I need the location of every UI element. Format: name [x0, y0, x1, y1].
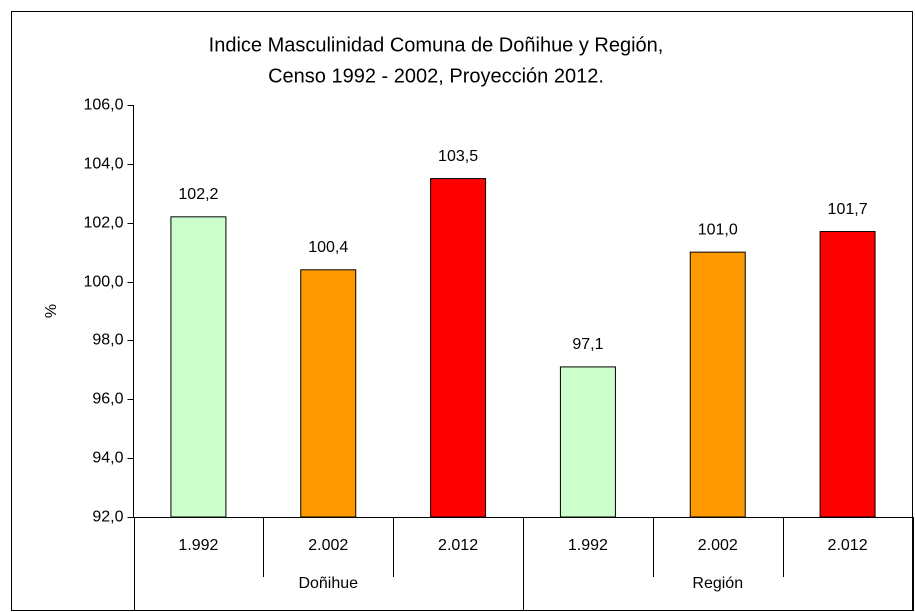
- value-label: 103,5: [438, 148, 478, 165]
- bar: [300, 269, 357, 518]
- value-label: 97,1: [572, 336, 603, 353]
- group-label: Región: [692, 575, 743, 592]
- bar: [430, 178, 487, 518]
- bar: [170, 216, 227, 518]
- y-tick-label: 100,0: [83, 274, 123, 291]
- y-tick-label: 96,0: [92, 391, 123, 408]
- value-label: 100,4: [308, 239, 348, 256]
- y-tick-label: 94,0: [92, 450, 123, 467]
- x-tick-label: 2.012: [828, 537, 868, 554]
- y-tick-label: 98,0: [92, 332, 123, 349]
- x-tick-label: 2.002: [308, 537, 348, 554]
- bar: [559, 366, 616, 518]
- value-label: 101,0: [698, 221, 738, 238]
- x-tick-label: 1.992: [568, 537, 608, 554]
- bar: [819, 231, 876, 518]
- x-tick-label: 2.012: [438, 537, 478, 554]
- group-label: Doñihue: [298, 575, 358, 592]
- y-tick-label: 92,0: [92, 509, 123, 526]
- y-tick-label: 106,0: [83, 97, 123, 114]
- y-tick-label: 104,0: [83, 156, 123, 173]
- x-tick-label: 1.992: [178, 537, 218, 554]
- bar: [689, 251, 746, 518]
- value-label: 101,7: [828, 201, 868, 218]
- x-tick-label: 2.002: [698, 537, 738, 554]
- chart-title: Censo 1992 - 2002, Proyección 2012.: [268, 65, 604, 87]
- value-label: 102,2: [178, 186, 218, 203]
- y-tick-label: 102,0: [83, 215, 123, 232]
- y-axis-label: %: [43, 304, 60, 318]
- chart-title: Indice Masculinidad Comuna de Doñihue y …: [209, 34, 664, 56]
